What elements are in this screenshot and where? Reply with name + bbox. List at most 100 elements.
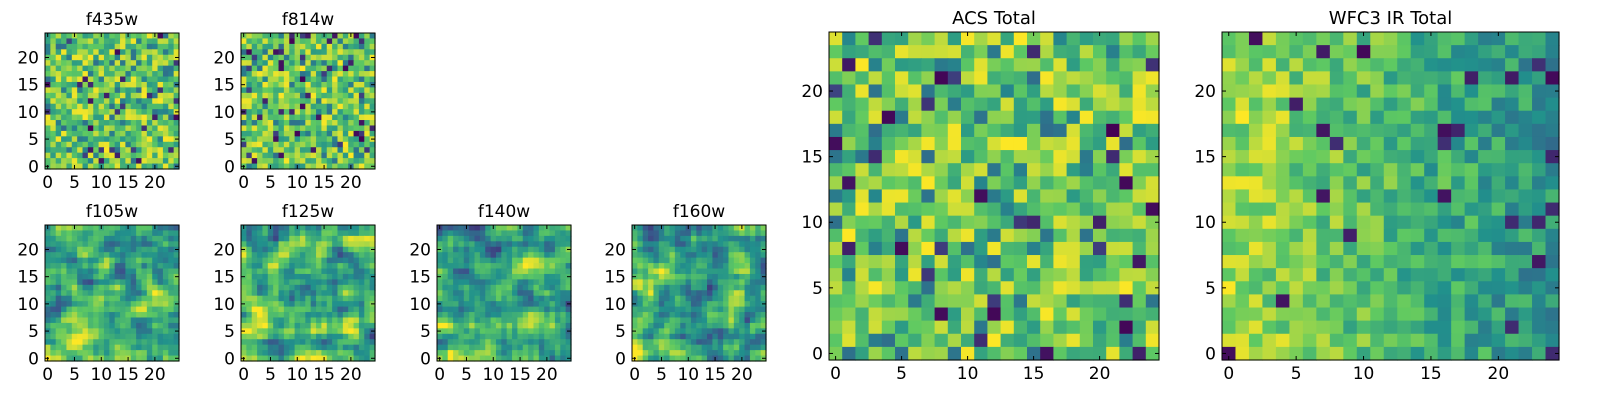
heatmap-cell [262,65,269,72]
heatmap-cell [680,263,687,270]
heatmap-cell [273,130,280,137]
heatmap-cell [257,235,264,242]
heatmap-cell [348,350,355,357]
heatmap-cell [1040,163,1054,177]
heatmap-cell [554,230,561,237]
heatmap-cell [495,279,502,286]
heatmap-cell [77,87,84,94]
heatmap-cell [337,49,344,56]
heatmap-cell [120,98,126,105]
heatmap-cell [267,92,274,99]
heatmap-cell [299,54,306,61]
heatmap-cell [45,322,51,329]
heatmap-cell [690,301,697,308]
heatmap-cell [855,255,870,269]
heatmap-cell [364,322,371,329]
heatmap-cell [157,225,164,232]
heatmap-cell [294,141,301,148]
heatmap-cell [82,130,89,137]
heatmap-cell [273,152,280,159]
heatmap-cell [146,125,153,132]
heatmap-cell [674,344,681,351]
heatmap-cell [348,273,355,280]
heatmap-cell [136,339,143,346]
heatmap-cell [310,322,317,329]
heatmap-cell [168,92,175,99]
heatmap-cell [895,176,909,191]
heatmap-cell [908,189,922,204]
heatmap-cell [447,333,454,340]
heatmap-cell [469,246,476,253]
heatmap-cell [632,230,638,237]
heatmap-cell [246,322,253,329]
heatmap-cell [463,328,470,335]
heatmap-cell [332,81,339,88]
heatmap-cell [538,344,545,351]
heatmap-cell [173,312,180,319]
heatmap-cell [501,344,508,351]
heatmap-cell [61,273,68,280]
heatmap-cell [157,344,164,351]
heatmap-cell [437,333,443,340]
heatmap-cell [77,235,84,242]
heatmap-cell [342,301,349,308]
heatmap-cell [495,350,502,357]
heatmap-cell [289,328,296,335]
heatmap-cell [278,114,285,121]
heatmap-cell [533,252,540,259]
heatmap-cell [353,49,360,56]
heatmap-cell [733,322,740,329]
heatmap-cell [337,130,344,137]
heatmap-cell [744,322,751,329]
heatmap-cell [103,92,110,99]
heatmap-cell [1491,150,1506,164]
heatmap-cell [685,284,692,291]
heatmap-cell [1397,32,1412,46]
heatmap-cell [522,284,529,291]
heatmap-cell [289,235,296,242]
heatmap-cell [674,339,681,346]
panel-title: WFC3 IR Total [1329,8,1452,29]
heatmap-cell [364,273,371,280]
heatmap-cell [739,301,746,308]
panel-title: f140w [478,202,530,222]
heatmap-cell [1329,189,1344,204]
heatmap-cell [278,268,285,275]
heatmap-cell [1040,150,1054,164]
heatmap-cell [152,284,159,291]
heatmap-cell [1066,228,1081,243]
heatmap-cell [554,273,561,280]
heatmap-cell [103,38,110,45]
heatmap-cell [278,147,285,154]
heatmap-cell [755,225,762,232]
heatmap-cell [1132,150,1147,164]
heatmap-cell [1235,71,1250,86]
heatmap-cell [538,225,545,232]
heatmap-cell [130,344,137,351]
heatmap-cell [77,65,84,72]
heatmap-cell [490,263,497,270]
heatmap-cell [71,241,78,248]
heatmap-cell [103,33,110,40]
heatmap-cell [549,246,556,253]
heatmap-cell [82,225,89,232]
heatmap-cell [664,279,671,286]
heatmap-cell [744,230,751,237]
heatmap-cell [93,317,100,324]
heatmap-cell [103,284,110,291]
heatmap-cell [364,333,371,340]
heatmap-cell [664,301,671,308]
heatmap-cell [130,43,137,50]
heatmap-cell [642,355,649,362]
heatmap-cell [533,225,540,232]
heatmap-cell [495,339,502,346]
heatmap-cell [241,141,247,148]
heatmap-cell [305,109,312,116]
heatmap-cell [120,306,126,313]
heatmap-cell [934,268,949,282]
heatmap-cell [262,355,269,362]
heatmap-cell [987,333,1002,348]
heatmap-cell [348,306,355,313]
heatmap-cell [369,92,376,99]
heatmap-cell [125,54,132,61]
